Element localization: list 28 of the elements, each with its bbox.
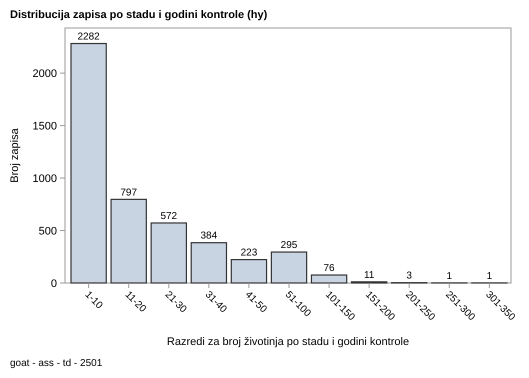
bar — [110, 198, 147, 284]
y-tick-label: 2000 — [32, 68, 57, 80]
y-tick-label: 1500 — [32, 120, 57, 132]
x-tick-label: 1-10 — [82, 289, 105, 312]
y-tick-label: 500 — [38, 225, 57, 238]
data-label: 797 — [120, 187, 138, 198]
bar — [230, 259, 268, 284]
y-tick-label: 0 — [50, 278, 57, 290]
data-label: 76 — [324, 263, 336, 274]
data-label: 295 — [280, 240, 298, 252]
bar — [270, 251, 308, 284]
data-label: 11 — [364, 270, 375, 281]
bar — [150, 222, 188, 284]
chart-title: Distribucija zapisa po stadu i godini kontrole (hy) — [10, 9, 268, 21]
text: goat - ass - td - 2501 — [10, 358, 103, 369]
data-label: 384 — [200, 230, 218, 242]
bar — [310, 274, 348, 284]
bar — [70, 42, 107, 284]
y-tick-label: 1000 — [32, 172, 57, 185]
data-label: 1 — [486, 270, 493, 282]
data-label: 1 — [446, 270, 453, 282]
data-label: 223 — [240, 248, 258, 259]
data-label: 572 — [160, 210, 178, 222]
data-label: 2282 — [78, 32, 100, 43]
data-label: 3 — [406, 270, 412, 282]
y-axis-title: Broj zapisa — [9, 127, 21, 183]
bar — [190, 242, 228, 284]
x-axis-title: Razredi za broj životinja po stadu i godini kontrole — [166, 336, 410, 348]
